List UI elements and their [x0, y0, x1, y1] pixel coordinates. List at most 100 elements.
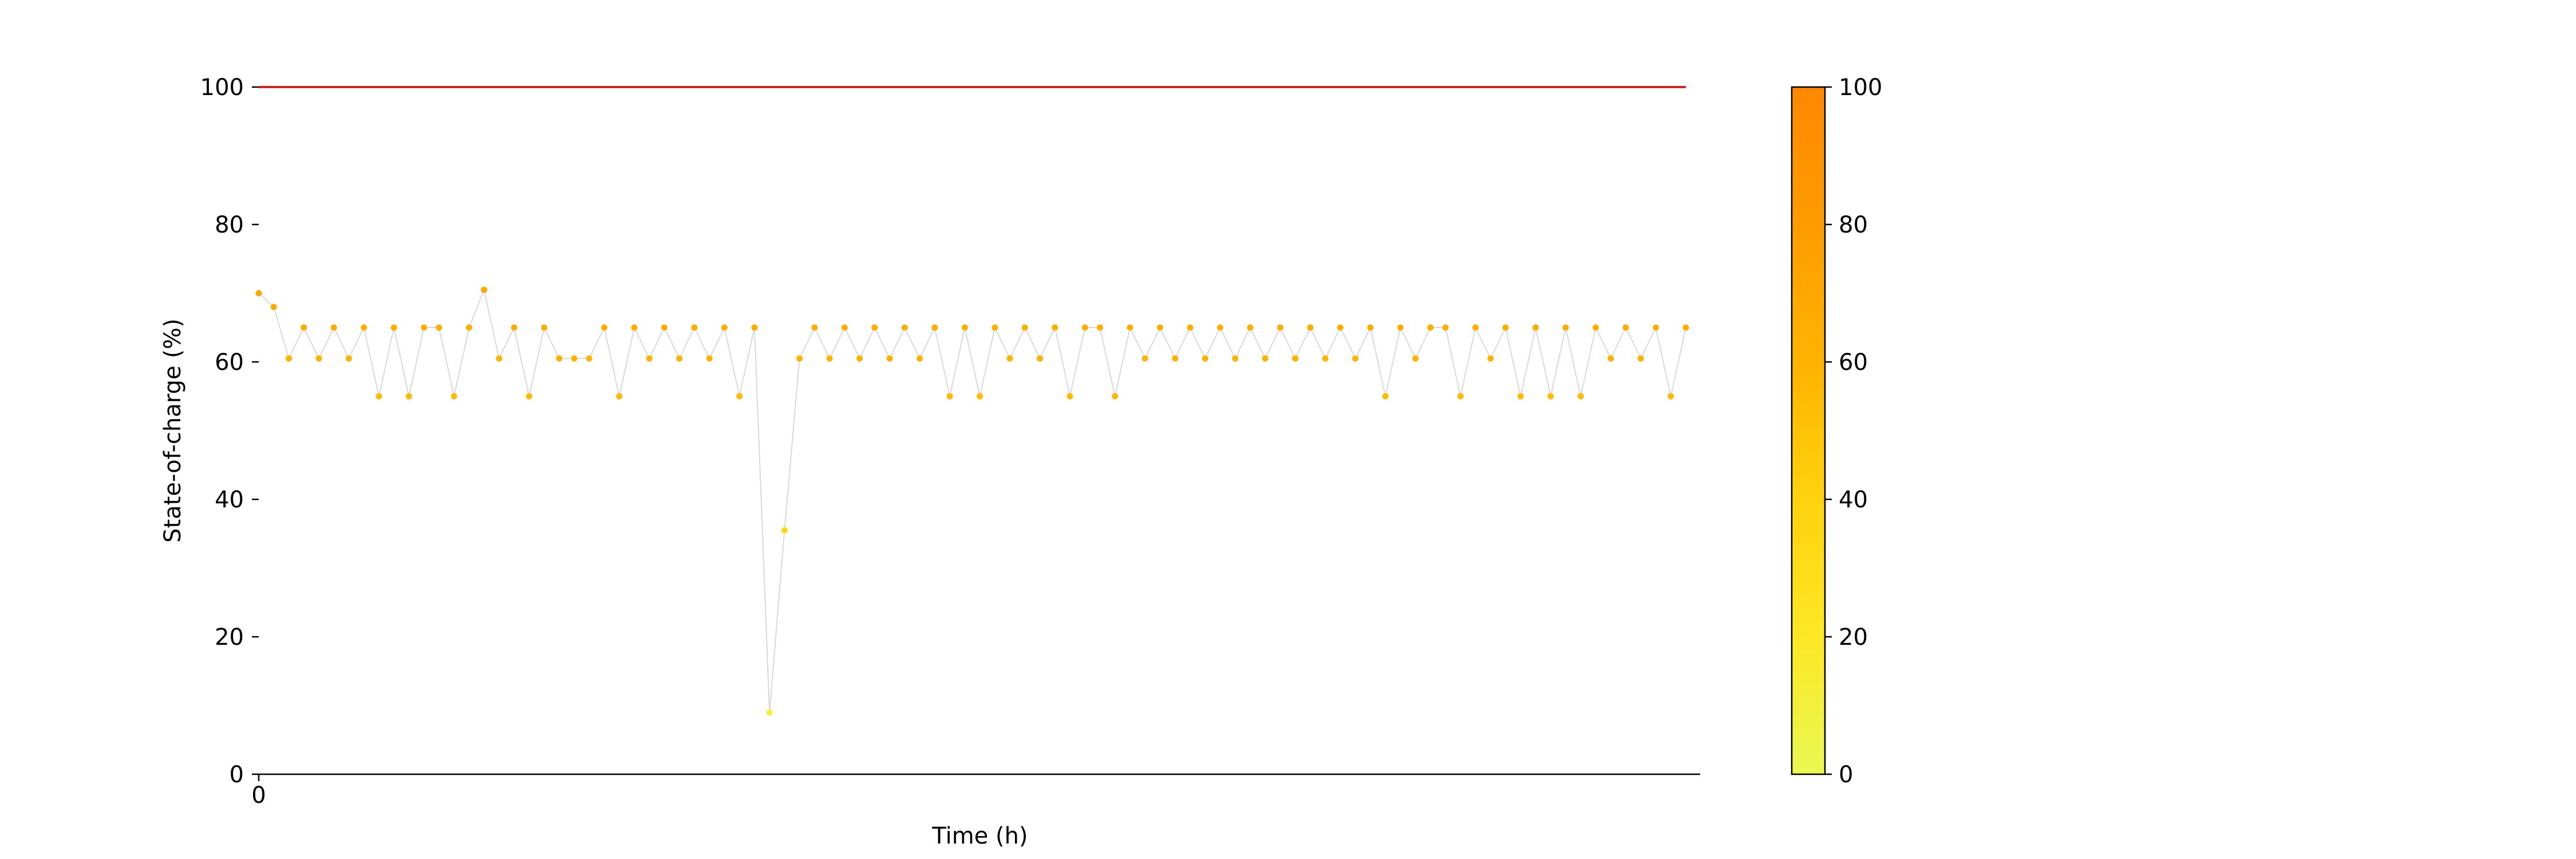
data-point [1307, 324, 1314, 331]
y-tick-label: 0 [230, 762, 244, 788]
data-point [1637, 355, 1644, 362]
data-point [1472, 324, 1479, 331]
series-connector-lines [258, 287, 1686, 713]
data-point [1427, 324, 1434, 331]
y-axis-ticks: 0 20 40 60 80 100 [200, 74, 259, 788]
series-connector-line [258, 287, 1686, 713]
data-point [706, 355, 713, 362]
data-point [1127, 324, 1133, 331]
data-point [1097, 324, 1104, 331]
data-point [977, 393, 983, 400]
data-point [856, 355, 863, 362]
data-point [601, 324, 608, 331]
data-point [1397, 324, 1404, 331]
data-point [1412, 355, 1419, 362]
data-point [1216, 324, 1223, 331]
data-point [1607, 355, 1614, 362]
data-point [1577, 393, 1584, 400]
y-tick-label: 20 [215, 624, 244, 651]
y-tick-label: 40 [215, 487, 244, 513]
data-point [1532, 324, 1539, 331]
data-point [1547, 393, 1554, 400]
data-point [496, 355, 503, 362]
data-point [1622, 324, 1629, 331]
data-point [826, 355, 833, 362]
data-point [1232, 355, 1239, 362]
y-axis-title: State-of-charge (%) [160, 318, 186, 542]
data-point [556, 355, 563, 362]
data-point [796, 355, 803, 362]
data-point [616, 393, 623, 400]
data-point [1382, 393, 1389, 400]
data-point [991, 324, 998, 331]
colorbar-tick-label: 100 [1839, 74, 1882, 101]
data-point [315, 355, 322, 362]
data-point [1487, 355, 1494, 362]
colorbar-ticks: 0 20 40 60 80 100 [1825, 74, 1882, 788]
data-point [946, 393, 953, 400]
data-point [1442, 324, 1449, 331]
colorbar-tick-label: 40 [1839, 487, 1868, 513]
data-point [571, 355, 578, 362]
data-point [1262, 355, 1269, 362]
colorbar [1791, 86, 1826, 775]
data-point [721, 324, 728, 331]
data-point [541, 324, 548, 331]
data-point [586, 355, 592, 362]
data-point [1457, 393, 1464, 400]
colorbar-tick-label: 0 [1839, 762, 1853, 788]
data-point [1277, 324, 1283, 331]
data-points [255, 286, 1689, 716]
data-point [481, 286, 488, 293]
data-point [1247, 324, 1254, 331]
data-point [255, 290, 262, 297]
data-point [646, 355, 653, 362]
data-point [330, 324, 337, 331]
data-point [405, 393, 412, 400]
x-axis-title: Time (h) [931, 823, 1028, 849]
data-point [1517, 393, 1524, 400]
colorbar-tick-label: 60 [1839, 349, 1868, 376]
data-point [736, 393, 743, 400]
data-point [691, 324, 698, 331]
data-point [390, 324, 397, 331]
data-point [886, 355, 893, 362]
data-point [1682, 324, 1689, 331]
data-point [1081, 324, 1088, 331]
data-point [1562, 324, 1569, 331]
data-point [1021, 324, 1028, 331]
data-point [1337, 324, 1344, 331]
data-point [1502, 324, 1509, 331]
colorbar-tick-label: 20 [1839, 624, 1868, 651]
data-point [1668, 393, 1674, 400]
colorbar-tick-label: 80 [1839, 212, 1868, 238]
data-point [1052, 324, 1058, 331]
data-point [1187, 324, 1194, 331]
data-point [1037, 355, 1044, 362]
data-point [1157, 324, 1164, 331]
data-point [285, 355, 292, 362]
data-point [1367, 324, 1374, 331]
data-point [676, 355, 683, 362]
data-point [961, 324, 968, 331]
y-tick-label: 100 [200, 74, 244, 101]
data-point [451, 393, 457, 400]
data-point [1352, 355, 1359, 362]
data-point [345, 355, 352, 362]
data-point [1112, 393, 1119, 400]
data-point [1292, 355, 1299, 362]
data-point [361, 324, 368, 331]
data-point [871, 324, 878, 331]
data-point [1322, 355, 1329, 362]
data-point [511, 324, 517, 331]
data-point [661, 324, 668, 331]
data-point [901, 324, 908, 331]
data-point [811, 324, 818, 331]
data-point [766, 709, 773, 716]
data-point [1172, 355, 1179, 362]
data-point [1202, 355, 1208, 362]
data-point [916, 355, 923, 362]
data-point [781, 527, 788, 534]
data-point [270, 304, 277, 310]
